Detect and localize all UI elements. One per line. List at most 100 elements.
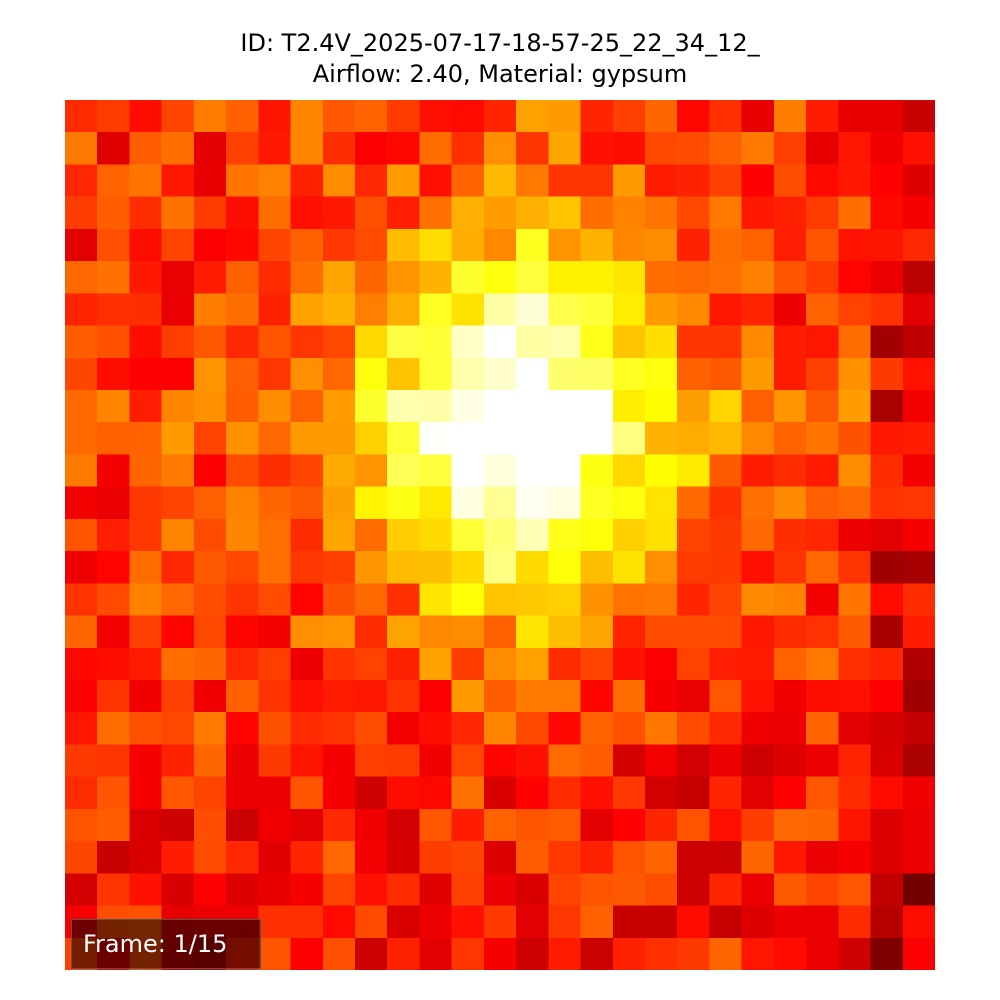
heatmap-cell xyxy=(709,293,743,327)
heatmap-cell xyxy=(322,518,356,552)
heatmap-cell xyxy=(226,486,259,520)
heatmap-cell xyxy=(612,680,646,713)
heatmap-cell xyxy=(419,422,453,456)
heatmap-cell xyxy=(773,712,807,746)
heatmap-cell xyxy=(612,583,646,617)
heatmap-cell xyxy=(193,325,227,359)
heatmap-cell xyxy=(516,164,549,198)
heatmap-cell xyxy=(355,583,388,617)
heatmap-cell xyxy=(355,422,388,456)
heatmap-cell xyxy=(516,357,549,391)
heatmap-cell xyxy=(419,100,453,133)
heatmap-cell xyxy=(612,873,646,907)
heatmap-cell xyxy=(65,551,98,584)
heatmap-cell xyxy=(387,454,421,488)
heatmap-cell xyxy=(193,583,227,617)
heatmap-cell xyxy=(741,164,775,198)
heatmap-cell xyxy=(548,357,582,391)
heatmap-cell xyxy=(355,615,388,649)
heatmap-cell xyxy=(290,357,324,391)
heatmap-cell xyxy=(548,293,582,327)
heatmap-cell xyxy=(483,776,517,810)
heatmap-cell xyxy=(387,164,421,198)
heatmap-cell xyxy=(516,808,549,842)
heatmap-cell xyxy=(322,486,356,520)
heatmap-cell xyxy=(129,132,163,166)
heatmap-cell xyxy=(838,680,872,713)
heatmap-cell xyxy=(97,100,131,133)
heatmap-cell xyxy=(741,486,775,520)
heatmap-cell xyxy=(355,905,388,939)
heatmap-cell xyxy=(419,486,453,520)
heatmap-cell xyxy=(193,454,227,488)
heatmap-cell xyxy=(355,776,388,810)
heatmap-cell xyxy=(580,390,614,423)
heatmap-cell xyxy=(645,937,678,970)
heatmap-cell xyxy=(870,551,904,584)
heatmap-cell xyxy=(870,583,904,617)
heatmap-cell xyxy=(419,680,453,713)
heatmap-cell xyxy=(258,744,292,778)
heatmap-cell xyxy=(838,100,872,133)
heatmap-cell xyxy=(580,615,614,649)
heatmap-cell xyxy=(387,325,421,359)
heatmap-cell xyxy=(870,712,904,746)
heatmap-cell xyxy=(741,615,775,649)
heatmap-cell xyxy=(773,841,807,874)
heatmap-cell xyxy=(226,132,259,166)
heatmap-cell xyxy=(645,776,678,810)
heatmap-cell xyxy=(741,583,775,617)
heatmap-cell xyxy=(645,228,678,262)
heatmap-cell xyxy=(161,680,195,713)
heatmap-cell xyxy=(161,228,195,262)
heatmap-cell xyxy=(741,808,775,842)
heatmap-cell xyxy=(902,615,935,649)
heatmap-cell xyxy=(612,196,646,230)
heatmap-cell xyxy=(548,164,582,198)
heatmap-cell xyxy=(355,390,388,423)
heatmap-cell xyxy=(516,776,549,810)
heatmap-cell xyxy=(419,390,453,423)
heatmap-cell xyxy=(290,390,324,423)
heatmap-cell xyxy=(451,293,485,327)
heatmap-cell xyxy=(258,583,292,617)
heatmap-cell xyxy=(902,680,935,713)
heatmap-cell xyxy=(355,454,388,488)
heatmap-cell xyxy=(65,518,98,552)
heatmap-cell xyxy=(226,261,259,294)
heatmap-cell xyxy=(258,164,292,198)
heatmap-cell xyxy=(709,390,743,423)
heatmap-cell xyxy=(483,261,517,294)
heatmap-cell xyxy=(322,808,356,842)
heatmap-cell xyxy=(65,873,98,907)
heatmap-cell xyxy=(129,454,163,488)
heatmap-cell xyxy=(773,615,807,649)
heatmap-cell xyxy=(516,390,549,423)
heatmap-cell xyxy=(129,357,163,391)
heatmap-cell xyxy=(773,357,807,391)
heatmap-cell xyxy=(902,583,935,617)
heatmap-cell xyxy=(258,905,292,939)
heatmap-cell xyxy=(387,100,421,133)
heatmap-cell xyxy=(612,422,646,456)
heatmap-cell xyxy=(226,615,259,649)
heatmap-cell xyxy=(870,808,904,842)
heatmap-cell xyxy=(741,518,775,552)
heatmap-cell xyxy=(258,518,292,552)
heatmap-cell xyxy=(97,390,131,423)
heatmap-cell xyxy=(645,551,678,584)
heatmap-cell xyxy=(258,261,292,294)
heatmap-cell xyxy=(322,422,356,456)
heatmap-cell xyxy=(773,261,807,294)
heatmap-cell xyxy=(612,357,646,391)
heatmap-cell xyxy=(612,164,646,198)
heatmap-cell xyxy=(580,744,614,778)
heatmap-cell xyxy=(838,325,872,359)
heatmap-cell xyxy=(290,325,324,359)
heatmap-cell xyxy=(709,164,743,198)
heatmap-cell xyxy=(580,261,614,294)
heatmap-cell xyxy=(677,196,711,230)
heatmap-cell xyxy=(193,390,227,423)
heatmap-cell xyxy=(709,486,743,520)
heatmap-cell xyxy=(226,518,259,552)
